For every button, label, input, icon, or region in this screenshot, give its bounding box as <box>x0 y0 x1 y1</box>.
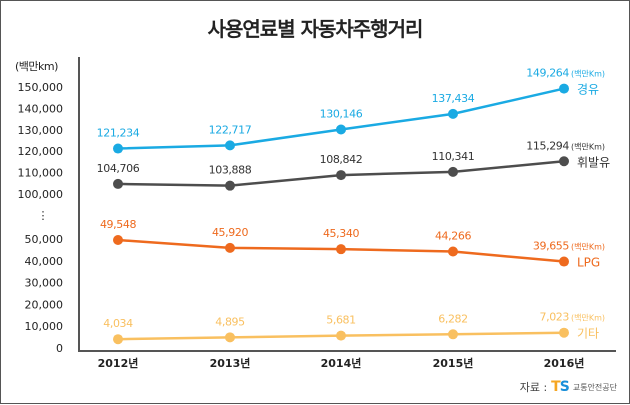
x-tick-label: 2013년 <box>210 356 251 370</box>
y-tick-label: 120,000 <box>18 145 64 158</box>
series-name-label: 기타 <box>577 327 599 341</box>
y-axis-unit-label: (백만km) <box>15 60 58 73</box>
data-label: 4,895 <box>215 315 245 328</box>
data-label: 6,282 <box>438 312 468 325</box>
data-label: 45,920 <box>212 226 248 239</box>
y-tick-label: 30,000 <box>25 277 64 290</box>
y-axis-break-icon: ⋮ <box>38 209 49 222</box>
y-tick-label: 50,000 <box>25 233 64 246</box>
data-point <box>559 83 569 94</box>
data-label: 4,034 <box>103 317 133 330</box>
data-label: 149,264 <box>526 67 569 80</box>
data-label-unit: (백만Km) <box>571 69 605 79</box>
data-point <box>113 234 123 245</box>
data-point <box>448 246 458 257</box>
y-tick-label: 130,000 <box>18 124 64 137</box>
y-tick-label: 110,000 <box>18 167 64 180</box>
data-label: 108,842 <box>320 153 363 166</box>
data-label: 45,340 <box>323 227 359 240</box>
series-name-label: 경유 <box>577 83 599 97</box>
x-tick-label: 2015년 <box>433 356 474 370</box>
source-label: 자료 : <box>519 381 548 394</box>
data-label: 7,023 <box>540 311 570 324</box>
y-tick-label: 0 <box>56 342 63 355</box>
data-label: 115,294 <box>526 139 569 152</box>
y-tick-label: 140,000 <box>18 102 64 115</box>
data-point <box>225 332 235 343</box>
x-tick-label: 2014년 <box>321 356 362 370</box>
series-name-label: 휘발유 <box>577 155 610 169</box>
x-tick-label: 2016년 <box>544 356 585 370</box>
data-label: 137,434 <box>432 92 475 105</box>
x-tick-label: 2012년 <box>98 356 139 370</box>
data-point <box>225 242 235 253</box>
chart-title: 사용연료별 자동차주행거리 <box>207 17 424 41</box>
data-label: 122,717 <box>209 123 252 136</box>
data-label: 104,706 <box>97 162 140 175</box>
data-label: 49,548 <box>100 218 136 231</box>
data-label-unit: (백만Km) <box>571 242 605 252</box>
y-tick-label: 10,000 <box>25 320 64 333</box>
series-name-label: LPG <box>577 256 600 270</box>
data-label: 121,234 <box>97 127 140 140</box>
data-point <box>225 140 235 151</box>
ts-logo: TS <box>551 379 570 395</box>
y-tick-label: 20,000 <box>25 298 64 311</box>
data-point <box>559 256 569 267</box>
data-label: 44,266 <box>435 230 471 243</box>
data-point <box>336 124 346 135</box>
data-point <box>559 327 569 338</box>
data-point <box>448 329 458 340</box>
data-point <box>448 166 458 177</box>
source-credit: 자료 : TS 교통안전공단 <box>520 379 617 395</box>
data-label-unit: (백만Km) <box>571 141 605 151</box>
data-label-unit: (백만Km) <box>571 313 605 323</box>
data-point <box>336 330 346 341</box>
ts-logo-t: T <box>551 379 561 395</box>
data-point <box>336 244 346 255</box>
data-point <box>225 180 235 191</box>
data-label: 5,681 <box>326 314 356 327</box>
data-point <box>113 143 123 154</box>
ts-logo-s: S <box>559 379 570 395</box>
y-tick-label: 40,000 <box>25 255 64 268</box>
data-point <box>559 156 569 167</box>
data-label: 130,146 <box>320 107 363 120</box>
data-point <box>113 178 123 189</box>
y-tick-label: 150,000 <box>18 81 64 94</box>
data-point <box>448 108 458 119</box>
source-org-name: 교통안전공단 <box>572 382 617 392</box>
data-point <box>113 334 123 345</box>
data-label: 103,888 <box>209 164 252 177</box>
data-label: 110,341 <box>432 150 475 163</box>
data-label: 39,655 <box>533 240 569 253</box>
data-point <box>336 170 346 181</box>
y-tick-label: 100,000 <box>18 188 64 201</box>
